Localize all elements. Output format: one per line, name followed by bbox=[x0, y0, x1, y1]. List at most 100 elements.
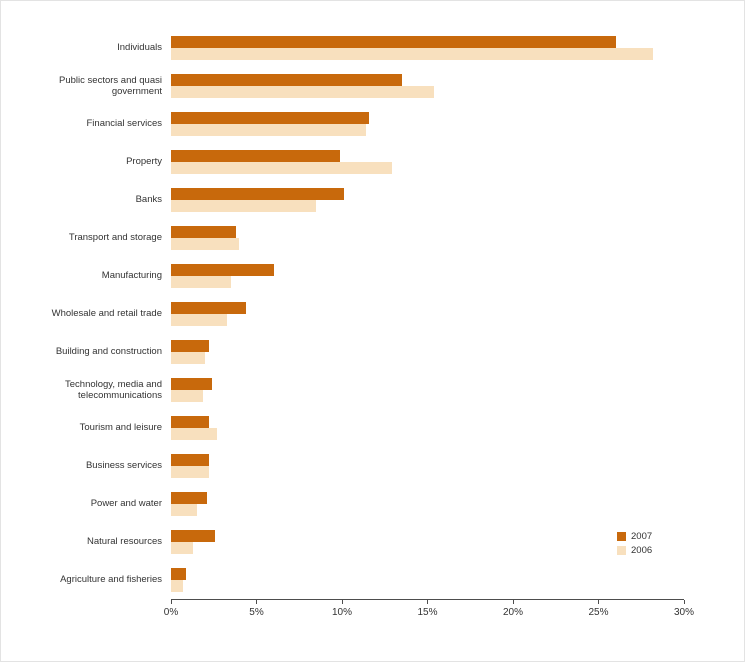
x-tick-label: 5% bbox=[249, 607, 264, 618]
x-tick-mark bbox=[598, 600, 599, 604]
category-row: Business services bbox=[1, 447, 684, 485]
category-row: Agriculture and fisheries bbox=[1, 561, 684, 599]
bar-group bbox=[171, 257, 684, 295]
bar-2006 bbox=[171, 200, 317, 212]
category-row: Technology, media and telecommunications bbox=[1, 371, 684, 409]
category-label: Manufacturing bbox=[101, 270, 162, 282]
bar-group bbox=[171, 409, 684, 447]
bar-2006 bbox=[171, 504, 197, 516]
category-label: Agriculture and fisheries bbox=[60, 574, 162, 586]
bar-2007 bbox=[171, 302, 247, 314]
category-label-cell: Natural resources bbox=[1, 536, 171, 548]
category-label: Individuals bbox=[117, 42, 162, 54]
category-row: Building and construction bbox=[1, 333, 684, 371]
bar-2006 bbox=[171, 276, 231, 288]
category-label-cell: Property bbox=[1, 156, 171, 168]
x-axis-line bbox=[171, 599, 684, 600]
bar-2006 bbox=[171, 428, 218, 440]
category-label-cell: Banks bbox=[1, 194, 171, 206]
legend-item-2006: 2006 bbox=[617, 545, 652, 556]
x-tick-label: 10% bbox=[331, 607, 353, 618]
category-label: Tourism and leisure bbox=[79, 422, 162, 434]
category-row: Individuals bbox=[1, 29, 684, 67]
bar-2007 bbox=[171, 264, 274, 276]
x-tick-mark bbox=[512, 600, 514, 604]
x-tick-mark bbox=[683, 600, 685, 604]
legend-label-2007: 2007 bbox=[631, 531, 653, 542]
x-tick-label: 20% bbox=[502, 607, 524, 618]
category-label-cell: Public sectors and quasi government bbox=[1, 75, 171, 98]
category-row: Property bbox=[1, 143, 684, 181]
bar-2006 bbox=[171, 314, 228, 326]
category-label: Property bbox=[126, 156, 162, 168]
category-label: Wholesale and retail trade bbox=[51, 308, 162, 320]
x-tick-label: 15% bbox=[417, 607, 438, 618]
category-label-cell: Technology, media and telecommunications bbox=[1, 379, 171, 402]
category-row: Tourism and leisure bbox=[1, 409, 684, 447]
category-label: Technology, media and telecommunications bbox=[65, 378, 162, 402]
chart-rows: Individuals Public sectors and quasi gove… bbox=[1, 29, 684, 599]
bar-group bbox=[171, 561, 684, 599]
bar-group bbox=[171, 295, 684, 333]
bar-2006 bbox=[171, 48, 654, 60]
category-label-cell: Financial services bbox=[1, 118, 171, 130]
category-row: Natural resources bbox=[1, 523, 684, 561]
x-tick-label: 25% bbox=[588, 607, 609, 618]
bar-2007 bbox=[171, 416, 209, 428]
x-tick-mark bbox=[341, 600, 343, 604]
bar-2006 bbox=[171, 162, 392, 174]
category-label-cell: Individuals bbox=[1, 42, 171, 54]
bar-2006 bbox=[171, 542, 194, 554]
bar-2007 bbox=[171, 340, 209, 352]
category-label-cell: Transport and storage bbox=[1, 232, 171, 244]
bar-2007 bbox=[171, 112, 370, 124]
legend: 2007 2006 bbox=[617, 531, 652, 556]
category-label: Financial services bbox=[86, 118, 163, 130]
bar-2007 bbox=[171, 530, 216, 542]
bar-2006 bbox=[171, 238, 240, 250]
x-axis-ticks: 0% 5% 10% 15% 20% 25% 30% bbox=[164, 600, 694, 622]
bar-2006 bbox=[171, 466, 209, 478]
bar-group bbox=[171, 485, 684, 523]
bar-2007 bbox=[171, 150, 341, 162]
bar-group bbox=[171, 219, 684, 257]
category-row: Financial services bbox=[1, 105, 684, 143]
bar-2007 bbox=[171, 378, 213, 390]
category-row: Power and water bbox=[1, 485, 684, 523]
x-tick-mark bbox=[256, 600, 257, 604]
bar-group bbox=[171, 371, 684, 409]
category-row: Transport and storage bbox=[1, 219, 684, 257]
x-tick-mark bbox=[170, 600, 172, 604]
category-row: Wholesale and retail trade bbox=[1, 295, 684, 333]
bar-group bbox=[171, 29, 684, 67]
bar-group bbox=[171, 447, 684, 485]
legend-swatch-2006 bbox=[617, 546, 626, 555]
category-label: Building and construction bbox=[55, 346, 162, 358]
category-label-cell: Tourism and leisure bbox=[1, 422, 171, 434]
bar-2007 bbox=[171, 226, 236, 238]
legend-item-2007: 2007 bbox=[617, 531, 652, 542]
category-label: Natural resources bbox=[87, 536, 162, 548]
x-tick-mark bbox=[427, 600, 428, 604]
bar-2006 bbox=[171, 390, 204, 402]
bar-group bbox=[171, 67, 684, 105]
bar-2007 bbox=[171, 188, 344, 200]
bar-2007 bbox=[171, 74, 402, 86]
category-label-cell: Wholesale and retail trade bbox=[1, 308, 171, 320]
bar-group bbox=[171, 333, 684, 371]
bar-2007 bbox=[171, 492, 207, 504]
category-label-cell: Agriculture and fisheries bbox=[1, 574, 171, 586]
category-row: Manufacturing bbox=[1, 257, 684, 295]
category-label: Banks bbox=[135, 194, 162, 206]
category-row: Banks bbox=[1, 181, 684, 219]
bar-2007 bbox=[171, 454, 209, 466]
bar-group bbox=[171, 105, 684, 143]
bar-group bbox=[171, 181, 684, 219]
legend-label-2006: 2006 bbox=[631, 545, 653, 556]
category-label-cell: Manufacturing bbox=[1, 270, 171, 282]
category-label-cell: Business services bbox=[1, 460, 171, 472]
legend-swatch-2007 bbox=[617, 532, 626, 541]
category-label-cell: Building and construction bbox=[1, 346, 171, 358]
category-label: Power and water bbox=[90, 498, 162, 510]
